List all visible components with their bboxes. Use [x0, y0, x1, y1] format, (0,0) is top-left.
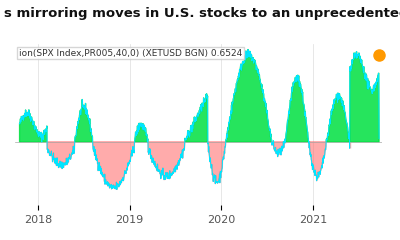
- Text: ion(SPX Index,PR005,40,0) (XETUSD BGN) 0.6524: ion(SPX Index,PR005,40,0) (XETUSD BGN) 0…: [19, 49, 242, 58]
- Text: s mirroring moves in U.S. stocks to an unprecedented degree: s mirroring moves in U.S. stocks to an u…: [4, 7, 400, 20]
